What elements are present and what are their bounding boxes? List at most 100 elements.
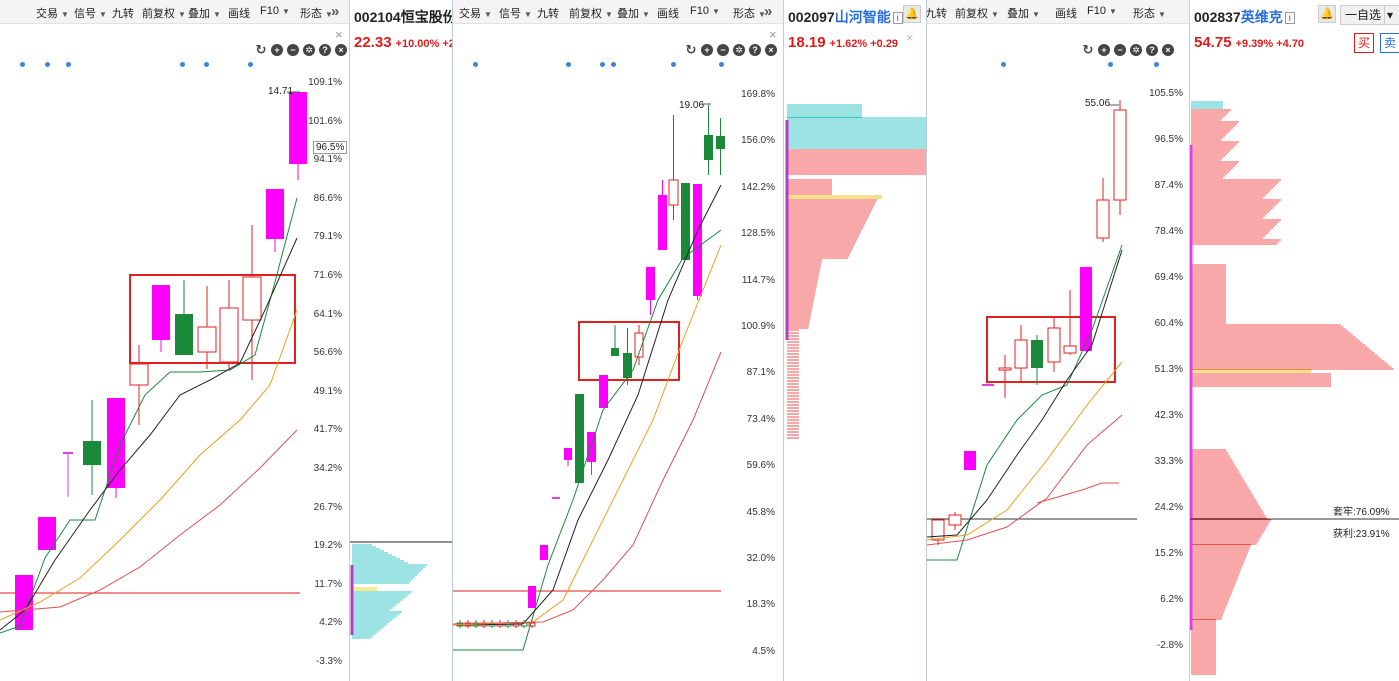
signal-dot-row [453, 62, 743, 70]
toolbar-item-3[interactable]: 画线 [1055, 5, 1077, 21]
profit-ratio-label: 获利:23.91% [1333, 529, 1390, 540]
info-icon[interactable]: i [1284, 12, 1295, 25]
y-axis-labels-2: 169.8% 156.0% 142.2% 128.5% 114.7% 100.9% 87.1… [733, 0, 775, 681]
y-axis-tick-label: 49.1% [313, 385, 342, 397]
signal-dot [204, 62, 209, 67]
toolbar-item-1[interactable]: 信号 ▼ [499, 5, 532, 21]
ma30-line [0, 429, 298, 613]
zoom-in-icon[interactable]: + [1098, 44, 1110, 56]
toolbar-item-0[interactable]: 交易 ▼ [36, 5, 69, 21]
toolbar-item-6[interactable]: F10 ▼ [690, 5, 720, 17]
watchlist-dropdown-button[interactable]: ▾ [1384, 5, 1399, 25]
candle-body [704, 135, 713, 160]
toolbar-item-5[interactable]: 画线 [228, 5, 250, 21]
refresh-icon[interactable]: ↻ [685, 42, 697, 57]
toolbar-item-0[interactable]: 交易 ▼ [459, 5, 492, 21]
zoom-in-icon[interactable]: + [701, 44, 713, 56]
refresh-icon[interactable]: ↻ [255, 42, 267, 57]
candle-body [107, 398, 125, 488]
close-circle-icon[interactable]: × [335, 44, 347, 56]
help-icon[interactable]: ? [1146, 44, 1158, 56]
toolbar-item-5[interactable]: 画线 [657, 5, 679, 21]
toolbar-item-2[interactable]: 叠加 ▼ [1007, 5, 1040, 21]
zoom-out-icon[interactable]: − [287, 44, 299, 56]
stock-name[interactable]: 恒宝股份 [400, 9, 457, 25]
candle-body [38, 517, 56, 550]
panel-divider [452, 0, 453, 681]
toolbar-item-3[interactable]: 前复权 ▼ [142, 5, 186, 21]
toolbar-item-2[interactable]: 九转 [537, 5, 559, 21]
kline-chart-1[interactable] [0, 0, 349, 681]
chip-distribution-2 [785, 104, 927, 439]
candle-body [83, 441, 101, 465]
toolbar-item-1[interactable]: 信号 ▼ [74, 5, 107, 21]
candle-body [540, 545, 548, 560]
candle-body [634, 332, 644, 358]
toolbar-item-7[interactable]: 形态 ▼ [733, 5, 766, 21]
close-icon[interactable]: × [906, 30, 914, 45]
y-axis-tick-label: 114.7% [741, 274, 775, 286]
toolbar-item-6[interactable]: F10 ▼ [260, 5, 290, 17]
y-axis-tick-label: 6.2% [1160, 594, 1183, 605]
chart-toolbar-3: 九转 前复权 ▼ 叠加 ▼ 画线 F10 ▼ 形态 ▼ [927, 0, 1189, 24]
signal-dot-row [0, 62, 300, 70]
candle-body [219, 307, 239, 363]
candle-body [623, 353, 632, 378]
stock-code: 002104 [354, 9, 401, 25]
expand-toolbar-icon[interactable]: » [764, 3, 773, 20]
close-icon[interactable]: × [769, 27, 777, 42]
stock-price: 18.19 [788, 34, 826, 51]
settings-icon[interactable]: ✲ [733, 44, 745, 56]
settings-icon[interactable]: ✲ [303, 44, 315, 56]
y-axis-tick-label: 45.8% [746, 506, 775, 518]
panel-divider [926, 0, 927, 681]
stock-price: 22.33 [354, 34, 392, 51]
chart-panel-1: 交易 ▼ 信号 ▼ 九转 前复权 ▼ 叠加 ▼ 画线 F10 ▼ 形态 ▼ » × ↻ + − ✲? × 109.… [0, 0, 349, 681]
expand-toolbar-icon[interactable]: » [331, 3, 340, 20]
sell-button[interactable]: 卖 [1380, 33, 1399, 53]
stock-name[interactable]: 英维克 [1240, 9, 1283, 25]
help-icon[interactable]: ? [749, 44, 761, 56]
stock-quote-2: 18.19 +1.62% +0.29 [788, 34, 898, 51]
zoom-in-icon[interactable]: + [271, 44, 283, 56]
toolbar-item-0[interactable]: 九转 [927, 5, 947, 21]
chip-panel-1: 002104恒宝股份 22.33 +10.00% +2 [349, 0, 457, 681]
toolbar-item-5[interactable]: 形态 ▼ [1133, 5, 1166, 21]
zoom-out-icon[interactable]: − [1114, 44, 1126, 56]
y-axis-tick-label: 79.1% [313, 231, 342, 243]
close-icon[interactable]: × [335, 27, 343, 42]
close-circle-icon[interactable]: × [765, 44, 777, 56]
toolbar-item-4[interactable]: F10 ▼ [1087, 5, 1117, 17]
candle-body [1080, 267, 1092, 351]
bell-icon[interactable]: 🔔 [1318, 5, 1336, 23]
add-to-watchlist-button[interactable]: 一自选 [1340, 5, 1387, 25]
toolbar-item-4[interactable]: 叠加 ▼ [188, 5, 221, 21]
toolbar-item-3[interactable]: 前复权 ▼ [569, 5, 613, 21]
chart-control-icons: ↻ + − ✲? × [255, 42, 347, 57]
toolbar-item-label: 形态 [1133, 8, 1155, 20]
toolbar-item-label: 信号 [74, 8, 96, 20]
ma20-line [0, 309, 298, 621]
zoom-out-icon[interactable]: − [717, 44, 729, 56]
help-icon[interactable]: ? [319, 44, 331, 56]
chip-distribution-1 [350, 541, 453, 639]
toolbar-item-7[interactable]: 形态 ▼ [300, 5, 333, 21]
toolbar-item-1[interactable]: 前复权 ▼ [955, 5, 999, 21]
info-icon[interactable]: i [892, 12, 903, 25]
kline-chart-2[interactable] [453, 0, 783, 681]
ma20-line [453, 244, 722, 626]
refresh-icon[interactable]: ↻ [1082, 42, 1094, 57]
y-axis-tick-label: 11.7% [314, 578, 342, 590]
candle-body [1063, 345, 1077, 354]
candle-body [63, 452, 73, 454]
kline-chart-3[interactable] [927, 0, 1189, 681]
settings-icon[interactable]: ✲ [1130, 44, 1142, 56]
y-axis-tick-label: 41.7% [313, 424, 342, 436]
toolbar-item-4[interactable]: 叠加 ▼ [617, 5, 650, 21]
toolbar-item-label: F10 [690, 5, 709, 17]
bell-icon[interactable]: 🔔 [903, 5, 921, 23]
buy-button[interactable]: 买 [1354, 33, 1374, 53]
toolbar-item-2[interactable]: 九转 [112, 5, 134, 21]
stock-name[interactable]: 山河智能 [834, 9, 891, 25]
close-circle-icon[interactable]: × [1162, 44, 1174, 56]
